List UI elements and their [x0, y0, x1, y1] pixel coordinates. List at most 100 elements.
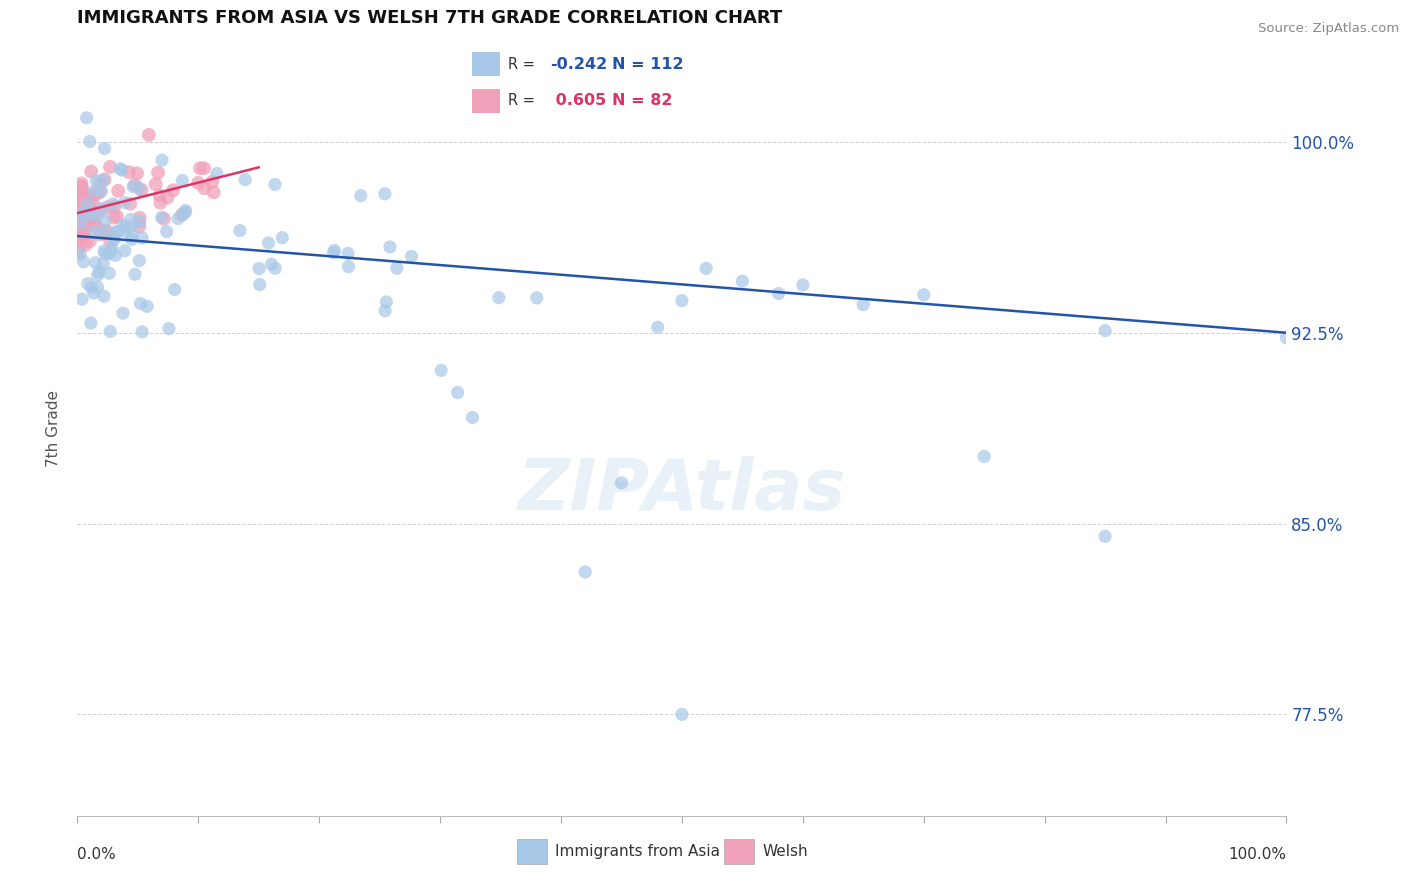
Point — [79, 211, 101, 226]
Point — [93, 173, 115, 187]
Text: R =: R = — [508, 93, 536, 108]
Point — [121, 227, 143, 241]
Point — [70, 177, 93, 191]
Point — [87, 264, 110, 278]
Point — [67, 215, 90, 229]
Point — [156, 225, 179, 239]
Point — [93, 172, 115, 186]
Point — [87, 206, 110, 220]
Point — [912, 287, 935, 301]
Point — [337, 246, 360, 260]
Point — [80, 316, 103, 330]
Point — [103, 211, 125, 225]
Point — [374, 186, 396, 201]
Text: IMMIGRANTS FROM ASIA VS WELSH 7TH GRADE CORRELATION CHART: IMMIGRANTS FROM ASIA VS WELSH 7TH GRADE … — [77, 10, 783, 28]
Point — [96, 200, 118, 214]
Text: N = 112: N = 112 — [612, 57, 683, 72]
Point — [852, 298, 875, 312]
Point — [247, 261, 270, 276]
Point — [70, 219, 93, 233]
Point — [72, 254, 94, 268]
Text: Welsh: Welsh — [762, 845, 807, 859]
Point — [72, 228, 94, 243]
Text: -0.242: -0.242 — [550, 57, 607, 72]
Point — [111, 163, 134, 178]
Point — [128, 181, 150, 195]
Point — [86, 268, 108, 283]
Point — [401, 249, 423, 263]
Point — [146, 166, 169, 180]
Point — [96, 223, 118, 237]
Point — [201, 175, 224, 189]
Point — [121, 232, 143, 246]
Point — [80, 164, 103, 178]
Point — [167, 211, 190, 226]
Point — [98, 160, 121, 174]
Point — [77, 197, 100, 211]
Point — [66, 245, 89, 260]
Point — [72, 219, 94, 233]
Point — [526, 291, 548, 305]
Point — [112, 218, 135, 232]
Point — [446, 385, 468, 400]
Point — [72, 207, 94, 221]
Point — [193, 161, 215, 176]
Point — [322, 246, 344, 260]
Point — [84, 219, 107, 233]
Point — [205, 167, 228, 181]
Point — [89, 185, 111, 199]
Point — [121, 219, 143, 233]
Point — [98, 266, 121, 280]
Point — [94, 214, 117, 228]
Point — [122, 179, 145, 194]
Point — [114, 244, 136, 258]
Point — [153, 211, 176, 226]
Point — [647, 320, 669, 334]
Point — [374, 303, 396, 318]
Point — [75, 237, 97, 252]
Point — [124, 267, 146, 281]
Point — [100, 244, 122, 259]
Point — [76, 197, 98, 211]
Point — [375, 294, 398, 309]
Point — [128, 219, 150, 234]
Point — [103, 230, 125, 244]
Point — [1094, 529, 1116, 543]
Point — [768, 286, 790, 301]
Point — [73, 195, 96, 210]
Point — [378, 240, 401, 254]
Point — [84, 186, 107, 200]
Point — [70, 216, 93, 230]
Point — [91, 257, 114, 271]
Point — [93, 289, 115, 303]
Text: N = 82: N = 82 — [612, 93, 672, 108]
Point — [67, 195, 90, 210]
Point — [90, 202, 112, 216]
Point — [90, 184, 112, 198]
Point — [145, 178, 167, 192]
Point — [84, 209, 107, 223]
Point — [124, 178, 146, 192]
Point — [67, 220, 90, 235]
Point — [264, 261, 287, 276]
Point — [162, 183, 184, 197]
Point — [76, 111, 98, 125]
Point — [610, 475, 633, 490]
Point — [107, 225, 129, 239]
Point — [93, 141, 115, 155]
Point — [69, 197, 91, 211]
Point — [108, 161, 131, 176]
Point — [86, 280, 108, 294]
Point — [129, 296, 152, 310]
Point — [67, 203, 90, 218]
Point — [120, 196, 142, 211]
Point — [98, 247, 121, 261]
Point — [86, 219, 108, 233]
Point — [76, 218, 98, 232]
Point — [430, 363, 453, 377]
Point — [695, 261, 717, 276]
Text: 0.0%: 0.0% — [77, 847, 117, 862]
Point — [96, 226, 118, 240]
Text: Immigrants from Asia: Immigrants from Asia — [555, 845, 720, 859]
Point — [172, 207, 194, 221]
